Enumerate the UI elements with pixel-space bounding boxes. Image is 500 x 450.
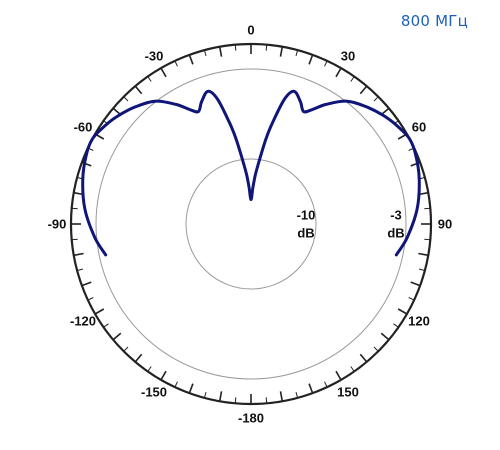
angle-tick [203, 49, 207, 57]
angle-label: -180 [238, 411, 264, 426]
angle-tick [147, 76, 152, 82]
angle-label: 150 [337, 385, 359, 400]
angle-tick [418, 252, 429, 257]
angle-tick [335, 370, 342, 381]
angle-tick [160, 370, 167, 381]
angle-tick [373, 96, 379, 102]
angle-tick [188, 54, 194, 65]
angle-tick [279, 46, 284, 57]
ring-value-label: -3 [390, 208, 402, 223]
angle-tick [112, 332, 122, 341]
angle-tick [410, 281, 421, 287]
angle-tick [218, 46, 223, 57]
angle-labels: 0 30 60 90 120 150 -180 -150 -120 -90 -60 -30 [48, 23, 453, 426]
ring-value-label: -10 [297, 208, 316, 223]
grid-ring-minus-10 [185, 158, 317, 290]
angle-tick [73, 252, 84, 257]
angle-tick [359, 353, 368, 363]
angle-tick [397, 308, 408, 315]
angle-label: 90 [438, 217, 452, 232]
angle-tick [147, 366, 152, 372]
angle-label: 120 [408, 314, 430, 329]
angle-tick [324, 60, 328, 67]
pattern-series-line [81, 89, 421, 257]
angle-label: -150 [141, 385, 167, 400]
angle-tick [71, 207, 78, 210]
pattern-series [81, 89, 421, 257]
angle-tick [380, 332, 390, 341]
ring-unit-label: dB [387, 226, 404, 241]
angle-tick [123, 346, 129, 352]
angle-tick [71, 238, 78, 241]
angle-tick [324, 381, 328, 388]
angle-tick [295, 391, 299, 399]
angle-label: 60 [412, 120, 426, 135]
angle-label: 30 [341, 49, 355, 64]
angle-label: -120 [70, 314, 96, 329]
angle-tick [218, 391, 223, 402]
angle-tick [203, 391, 207, 399]
angle-tick [418, 268, 426, 272]
angle-label: -30 [145, 49, 164, 64]
angle-tick [359, 85, 368, 95]
angle-tick [81, 281, 92, 287]
angle-tick [160, 67, 167, 78]
angle-tick [265, 397, 268, 404]
angle-tick [174, 60, 178, 67]
angle-tick [265, 44, 268, 51]
angle-tick [103, 323, 109, 328]
angle-tick [308, 54, 314, 65]
angle-tick [350, 366, 355, 372]
angle-tick [279, 391, 284, 402]
angle-label: -60 [74, 120, 93, 135]
angle-tick [335, 67, 342, 78]
angle-tick [123, 96, 129, 102]
ring-unit-label: dB [297, 226, 314, 241]
angle-tick [188, 383, 194, 394]
angle-tick [234, 44, 237, 51]
angle-label: -90 [48, 217, 67, 232]
angle-tick [94, 308, 105, 315]
angle-label: 0 [247, 23, 254, 38]
angle-tick [174, 381, 178, 388]
angle-tick [373, 346, 379, 352]
angle-ticks [71, 44, 431, 404]
grid-ring-minus-3 [95, 68, 407, 380]
angle-tick [134, 353, 143, 363]
angle-tick [87, 297, 94, 301]
angle-tick [134, 85, 143, 95]
angle-tick [424, 207, 431, 210]
angle-tick [76, 268, 84, 272]
ring-labels: -10 dB -3 dB [297, 208, 405, 241]
frequency-label: 800 МГц [400, 12, 468, 30]
angle-tick [408, 297, 415, 301]
angle-tick [308, 383, 314, 394]
angle-tick [234, 397, 237, 404]
angle-tick [295, 49, 299, 57]
angle-tick [350, 76, 355, 82]
angle-tick [424, 238, 431, 241]
angle-tick [393, 323, 399, 328]
